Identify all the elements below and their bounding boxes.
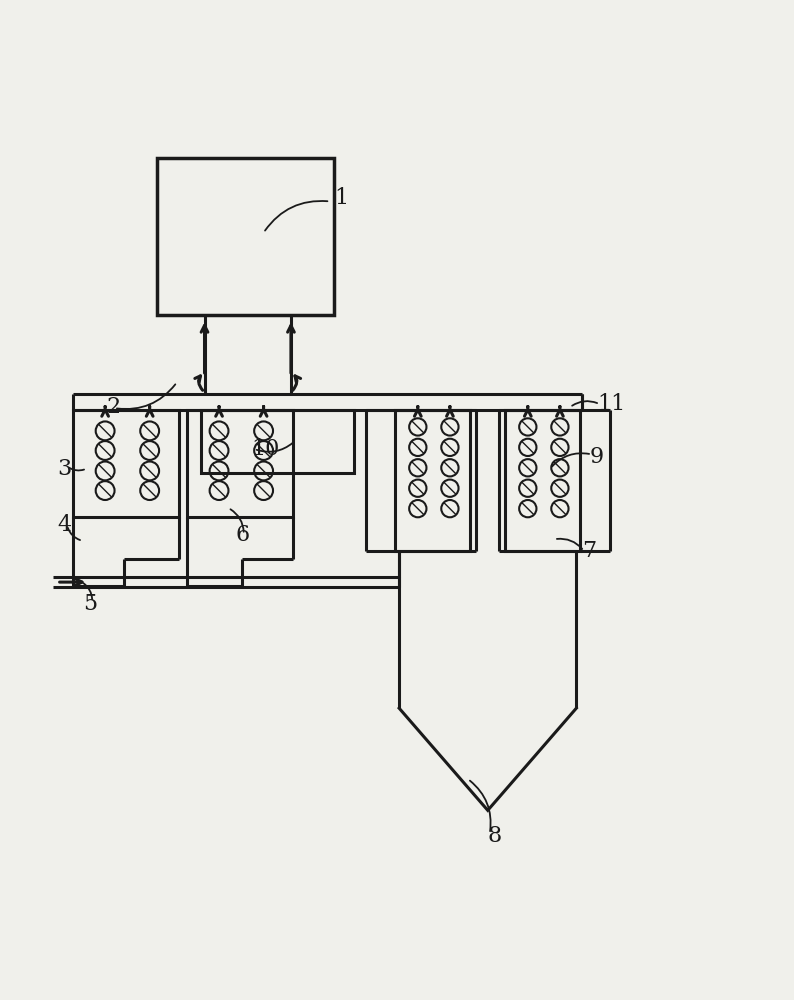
Text: 4: 4 <box>58 514 71 536</box>
Text: 5: 5 <box>83 593 97 615</box>
Text: 3: 3 <box>58 458 71 480</box>
Bar <box>506 410 580 551</box>
Bar <box>201 410 354 473</box>
Text: 7: 7 <box>582 540 596 562</box>
Text: 8: 8 <box>488 825 502 847</box>
Text: 10: 10 <box>252 438 280 460</box>
Text: 2: 2 <box>106 396 121 418</box>
Bar <box>157 158 334 315</box>
Text: 6: 6 <box>236 524 250 546</box>
Text: 9: 9 <box>589 446 603 468</box>
Bar <box>395 410 470 551</box>
Text: 11: 11 <box>597 393 626 415</box>
Text: 1: 1 <box>334 187 349 209</box>
Bar <box>187 410 293 517</box>
Bar <box>73 410 179 517</box>
